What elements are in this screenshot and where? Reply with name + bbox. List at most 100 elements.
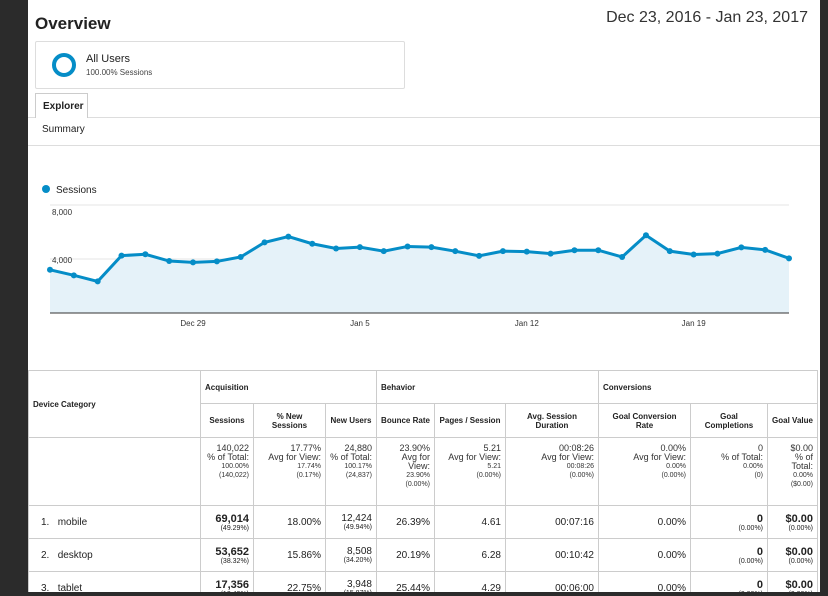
cell-value: $0.00 [785,578,813,591]
x-tick-label: Jan 19 [682,319,707,328]
totals-value: 0.00% [666,463,686,470]
table-row[interactable]: 1. mobile 69,014 (49.29%) 18.00% 12,424 (49.9… [28,505,818,539]
table-cell: 8,508 (34.20%) [325,538,377,572]
data-point [571,247,578,254]
data-point [786,255,792,262]
totals-value: 100.17% [344,463,372,470]
column-header[interactable]: New Users [325,403,377,438]
column-header[interactable]: Goal Value [767,403,818,438]
device-name[interactable]: tablet [57,582,83,593]
totals-value: % of Total: [721,452,763,462]
cell-value: 0.00% [657,582,686,593]
totals-value: (0.00%) [661,472,686,479]
table-cell: 12,424 (49.94%) [325,505,377,539]
totals-value: (0.00%) [476,472,501,479]
column-header[interactable]: Sessions [200,403,254,438]
data-point [523,248,530,255]
totals-value: 5.21 [483,443,501,453]
totals-value: Avg for View: [448,452,501,462]
totals-cell: 5.21 Avg for View: 5.21 (0.00%) [434,437,506,506]
data-point [666,248,673,255]
x-tick-label: Jan 12 [515,319,540,328]
column-header[interactable]: % New Sessions [253,403,326,438]
data-point [356,244,363,251]
totals-value: (24,837) [345,472,372,479]
data-point [333,245,340,252]
data-point [47,266,53,273]
table-row[interactable]: 3. tablet17,356(12.40%)22.75%3,948(15.87… [28,571,818,593]
date-range-picker[interactable]: Dec 23, 2016 - Jan 23, 2017 [606,9,808,26]
y-tick-label: 8,000 [52,208,73,217]
group-acquisition: Acquisition [200,370,377,404]
data-point [476,252,483,259]
data-point [285,233,292,240]
table-cell: 69,014 (49.29%) [200,505,254,539]
data-point [714,250,721,257]
device-name[interactable]: mobile [57,516,88,528]
data-point [309,240,316,247]
segment-card[interactable]: All Users 100.00% Sessions [35,41,405,89]
tab-summary[interactable]: Summary [42,124,85,135]
totals-cell: 24,880% of Total: 100.17% (24,837) [325,437,377,506]
cell-value: 15.86% [287,549,321,561]
totals-cell: 00:08:26 Avg for View: 00:08:26 (0.00%) [505,437,599,506]
cell-value: $0.00 [785,545,813,558]
cell-percent: (49.94%) [343,524,372,531]
table-cell: 17,356(12.40%) [200,571,254,592]
table-cell: 4.61 [434,505,506,539]
group-conversions: Conversions [598,370,818,404]
totals-value: (0.00%) [569,472,594,479]
totals-cell: 140,022% of Total: 100.00% (140,022) [200,437,254,506]
tab-explorer[interactable]: Explorer [35,93,88,118]
column-header[interactable]: Goal Conversion Rate [598,403,691,438]
totals-value: Avg for View: [633,452,686,462]
totals-value: 23.90% [399,443,430,453]
chart-legend: Sessions [42,185,97,196]
totals-value: % of Total: [330,452,372,462]
cell-value: 12,424 [341,513,372,524]
column-header[interactable]: Pages / Session [434,403,506,438]
table-cell: 22.75% [253,571,326,592]
legend-label: Sessions [56,185,97,196]
cell-value: 20.19% [396,549,430,561]
totals-value: Avg for View: [401,452,430,471]
table-cell: $0.00(0.00%) [767,538,818,572]
cell-percent: (0.00%) [772,591,813,593]
data-point [762,246,769,253]
data-point [261,239,268,246]
totals-value: ($0.00) [790,481,813,488]
totals-value: $0.00 [790,443,813,453]
column-header[interactable]: Bounce Rate [376,403,435,438]
cell-value: 8,508 [346,546,372,557]
data-point [619,253,626,260]
table-cell: 6.28 [434,538,506,572]
table-row[interactable]: 2. desktop 53,652 (38.32%) 15.86% 8,508 (34.2… [28,538,818,572]
sessions-chart[interactable]: 4,000 8,000 Dec 29 Jan 5 Jan 12 Jan 19 [28,195,820,335]
x-tick-label: Jan 5 [350,319,370,328]
cell-percent: (0.00%) [738,557,763,565]
cell-value: 0 [756,578,763,591]
column-header[interactable]: Avg. Session Duration [505,403,599,438]
device-cell[interactable]: 3. tablet [28,571,201,593]
dimension-header[interactable]: Device Category [28,370,201,438]
data-point [190,259,197,266]
table-cell: 4.29 [434,571,506,592]
totals-value: (0) [754,472,763,479]
data-point [452,248,459,255]
cell-value: 53,652 [215,545,249,558]
table-cell: 0(0.00%) [690,505,768,539]
data-point [213,258,220,265]
cell-percent: (34.20%) [343,557,372,564]
device-cell[interactable]: 2. desktop [28,538,201,572]
totals-value: 00:08:26 [566,463,594,470]
device-name[interactable]: desktop [57,549,93,561]
cell-value: 0.00% [657,549,686,561]
device-cell[interactable]: 1. mobile [28,505,201,539]
table-cell: 0(0.00%) [690,538,768,572]
table-cell: $0.00(0.00%) [767,571,818,593]
device-table: Device Category Acquisition Behavior Con… [28,370,818,592]
cell-value: 18.00% [287,516,321,528]
totals-value: (0.00%) [405,481,430,488]
totals-value: % of Total: [207,452,249,462]
column-header[interactable]: Goal Completions [690,403,768,438]
